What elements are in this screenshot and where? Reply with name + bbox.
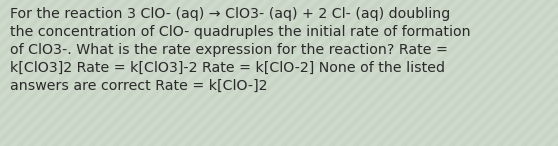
Polygon shape [46, 0, 198, 146]
Polygon shape [454, 0, 558, 146]
Polygon shape [502, 0, 558, 146]
Polygon shape [0, 0, 138, 146]
Polygon shape [250, 0, 402, 146]
Polygon shape [526, 0, 558, 146]
Polygon shape [0, 0, 150, 146]
Polygon shape [118, 0, 270, 146]
Polygon shape [346, 0, 498, 146]
Polygon shape [82, 0, 234, 146]
Polygon shape [310, 0, 462, 146]
Polygon shape [358, 0, 510, 146]
Polygon shape [0, 0, 102, 146]
Polygon shape [286, 0, 438, 146]
Polygon shape [94, 0, 246, 146]
Polygon shape [418, 0, 558, 146]
Polygon shape [106, 0, 258, 146]
Polygon shape [478, 0, 558, 146]
Polygon shape [0, 0, 42, 146]
Polygon shape [166, 0, 318, 146]
Polygon shape [22, 0, 174, 146]
Polygon shape [406, 0, 558, 146]
Polygon shape [334, 0, 486, 146]
Polygon shape [0, 0, 30, 146]
Polygon shape [322, 0, 474, 146]
Polygon shape [0, 0, 18, 146]
Polygon shape [382, 0, 534, 146]
Polygon shape [466, 0, 558, 146]
Polygon shape [0, 0, 90, 146]
Polygon shape [550, 0, 558, 146]
Polygon shape [190, 0, 342, 146]
Polygon shape [0, 0, 114, 146]
Polygon shape [202, 0, 354, 146]
Polygon shape [262, 0, 414, 146]
Polygon shape [238, 0, 390, 146]
Polygon shape [0, 0, 54, 146]
Polygon shape [0, 0, 6, 146]
Polygon shape [274, 0, 426, 146]
Polygon shape [10, 0, 162, 146]
Polygon shape [58, 0, 210, 146]
Polygon shape [394, 0, 546, 146]
Polygon shape [154, 0, 306, 146]
Polygon shape [370, 0, 522, 146]
Polygon shape [70, 0, 222, 146]
Polygon shape [0, 0, 78, 146]
Polygon shape [178, 0, 330, 146]
Polygon shape [214, 0, 366, 146]
Polygon shape [430, 0, 558, 146]
Text: For the reaction 3 ClO- (aq) → ClO3- (aq) + 2 Cl- (aq) doubling
the concentratio: For the reaction 3 ClO- (aq) → ClO3- (aq… [10, 7, 470, 93]
Polygon shape [514, 0, 558, 146]
Polygon shape [226, 0, 378, 146]
Polygon shape [142, 0, 294, 146]
Polygon shape [0, 0, 66, 146]
Polygon shape [0, 0, 126, 146]
Polygon shape [538, 0, 558, 146]
Polygon shape [34, 0, 186, 146]
Polygon shape [442, 0, 558, 146]
Polygon shape [298, 0, 450, 146]
Polygon shape [130, 0, 282, 146]
Polygon shape [490, 0, 558, 146]
